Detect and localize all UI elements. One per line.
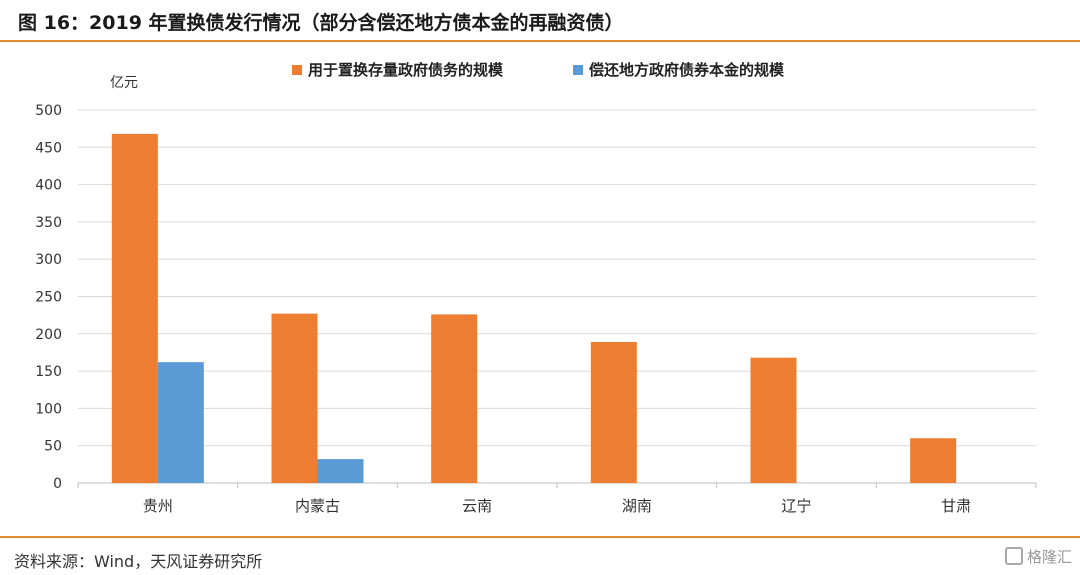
bar-replacement bbox=[750, 357, 797, 483]
bar-replacement bbox=[111, 133, 158, 483]
source-note: 资料来源：Wind，天风证券研究所 bbox=[14, 552, 263, 571]
top-rule bbox=[0, 40, 1080, 42]
watermark: 格隆汇 bbox=[1004, 546, 1072, 567]
x-tick-label: 辽宁 bbox=[781, 497, 811, 515]
bar-replacement bbox=[271, 313, 318, 483]
figure-title: 图 16：2019 年置换债发行情况（部分含偿还地方债本金的再融资债） bbox=[18, 12, 624, 34]
x-tick-label: 湖南 bbox=[622, 497, 652, 515]
x-tick-label: 贵州 bbox=[143, 497, 173, 515]
legend-label: 偿还地方政府债券本金的规模 bbox=[589, 61, 785, 79]
x-tick-label: 甘肃 bbox=[941, 497, 971, 515]
y-tick-label: 300 bbox=[35, 252, 62, 268]
bar-replacement bbox=[910, 438, 957, 483]
x-tick-label: 云南 bbox=[462, 497, 492, 515]
legend-swatch bbox=[573, 65, 583, 75]
bar-replacement bbox=[590, 342, 637, 483]
legend-label: 用于置换存量政府债务的规模 bbox=[308, 61, 504, 79]
y-tick-label: 0 bbox=[53, 476, 62, 492]
legend-swatch bbox=[292, 65, 302, 75]
y-tick-label: 150 bbox=[35, 364, 62, 380]
y-tick-label: 350 bbox=[35, 215, 62, 231]
y-tick-label: 400 bbox=[35, 178, 62, 194]
y-tick-label: 250 bbox=[35, 290, 62, 306]
bar-repayment bbox=[157, 362, 204, 483]
y-tick-label: 200 bbox=[35, 327, 62, 343]
bar-replacement bbox=[431, 314, 478, 483]
y-axis-unit: 亿元 bbox=[110, 75, 138, 91]
y-tick-label: 450 bbox=[35, 140, 62, 156]
y-tick-label: 100 bbox=[35, 401, 62, 417]
y-tick-label: 500 bbox=[35, 103, 62, 119]
watermark-text: 格隆汇 bbox=[1026, 548, 1072, 566]
x-tick-label: 内蒙古 bbox=[295, 497, 340, 515]
watermark-logo-icon bbox=[1004, 547, 1023, 565]
y-tick-label: 50 bbox=[44, 439, 62, 455]
bottom-rule bbox=[0, 536, 1080, 538]
bar-repayment bbox=[317, 459, 364, 483]
